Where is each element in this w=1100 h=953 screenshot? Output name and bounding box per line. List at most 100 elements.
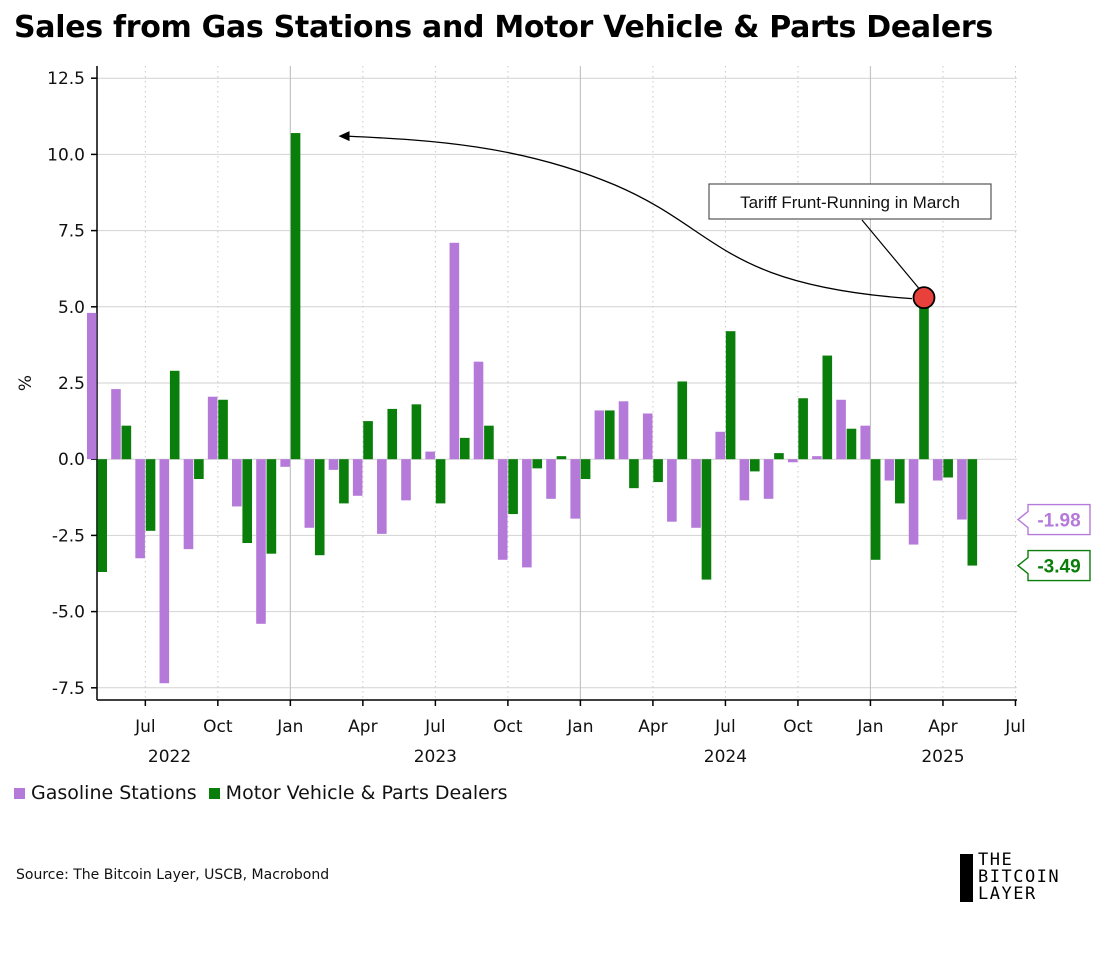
motor-bar [701, 459, 712, 580]
annotation-arrow [346, 135, 913, 300]
x-tick-label: Jul [1004, 717, 1026, 737]
motor-bar [242, 459, 253, 544]
motor-bar [484, 425, 494, 460]
logo-bar [960, 854, 973, 902]
gasoline-bar [401, 459, 411, 501]
gasoline-bar [87, 312, 97, 460]
motor-bar [580, 459, 591, 480]
motor-bar [774, 453, 784, 460]
motor-bar [895, 459, 905, 504]
gasoline-bar [207, 396, 218, 460]
annotation-text: Tariff Frunt-Running in March [740, 193, 960, 212]
gasoline-bar [522, 459, 532, 568]
motor-bar [870, 459, 881, 560]
x-tick-label: Jan [856, 717, 883, 737]
x-tick-label: Jan [566, 717, 593, 737]
source-note: Source: The Bitcoin Layer, USCB, Macrobo… [16, 867, 330, 883]
gasoline-bar [546, 459, 556, 499]
motor-bar [919, 297, 929, 460]
motor-bar [725, 331, 736, 460]
gasoline-bar [497, 459, 508, 560]
gasoline-bar [932, 459, 943, 481]
motor-bar [411, 404, 422, 460]
y-tick-label: -7.5 [52, 679, 85, 699]
motor-bar [749, 459, 760, 472]
y-tick-label: 5.0 [58, 298, 85, 318]
motor-bar [508, 459, 518, 515]
gasoline-bar [183, 459, 194, 550]
gasoline-bar [642, 413, 653, 460]
motor-bar [218, 399, 228, 460]
legend-label-gasoline: Gasoline Stations [31, 782, 197, 804]
x-tick-label: Apr [348, 717, 377, 737]
motor-bar [798, 398, 808, 460]
gasoline-bar [860, 425, 871, 460]
legend-item-gasoline: Gasoline Stations [14, 782, 197, 804]
x-tick-label: Jan [276, 717, 303, 737]
end-label-box-motor [1016, 549, 1091, 582]
motor-bar [943, 459, 953, 478]
x-tick-label: Oct [783, 717, 813, 737]
gasoline-bar [884, 459, 895, 481]
gasoline-bar [812, 456, 822, 460]
motor-bar [363, 421, 373, 460]
x-year-label: 2022 [148, 747, 191, 767]
motor-bar [604, 410, 615, 460]
x-tick-label: Jul [714, 717, 736, 737]
gasoline-bar [570, 459, 580, 519]
motor-bar [653, 459, 663, 483]
gasoline-bar [449, 242, 460, 460]
y-tick-label: 7.5 [58, 222, 85, 242]
motor-bar [677, 381, 688, 460]
motor-bar [459, 437, 470, 460]
motor-bar [846, 428, 857, 460]
x-tick-label: Jul [424, 717, 446, 737]
gasoline-bar [715, 431, 726, 460]
motor-bar [121, 425, 132, 460]
gasoline-bar [667, 459, 677, 522]
annotation-box [708, 183, 992, 220]
motor-bar [194, 459, 204, 480]
gasoline-bar [111, 389, 121, 460]
end-label-motor: -3.49 [1037, 557, 1080, 578]
motor-bar [145, 459, 156, 531]
gasoline-bar [135, 459, 145, 559]
logo-line-2: BITCOIN [978, 867, 1061, 887]
gasoline-bar [232, 459, 242, 507]
x-year-label: 2023 [414, 747, 457, 767]
y-tick-label: 12.5 [47, 69, 85, 89]
end-label-gasoline: -1.98 [1037, 511, 1080, 532]
gasoline-bar [594, 410, 605, 460]
gasoline-bar [787, 459, 798, 463]
legend-swatch-motor [208, 787, 220, 799]
y-tick-label: -5.0 [52, 603, 85, 623]
gasoline-bar [328, 459, 339, 470]
annotation-leader [861, 219, 921, 291]
gasoline-bar [304, 459, 315, 528]
gasoline-bar [836, 399, 846, 460]
gasoline-bar [256, 459, 266, 624]
motor-bar [629, 459, 639, 489]
logo-line-3: LAYER [978, 884, 1037, 904]
legend-swatch-gasoline [14, 787, 25, 799]
motor-bar [314, 459, 325, 556]
gasoline-bar [739, 459, 750, 501]
gasoline-bar [691, 459, 701, 528]
motor-bar [822, 355, 833, 460]
x-tick-label: Apr [638, 717, 667, 737]
motor-bar [532, 459, 543, 469]
gasoline-bar [473, 361, 484, 460]
motor-bar [435, 459, 446, 504]
gasoline-bar [618, 401, 629, 460]
motor-bar [290, 133, 301, 460]
gasoline-bar [957, 459, 967, 520]
gasoline-bar [763, 459, 774, 499]
y-tick-label: 10.0 [47, 145, 85, 165]
motor-bar [97, 459, 107, 572]
motor-bar [556, 456, 567, 460]
legend: Gasoline Stations Motor Vehicle & Parts … [14, 782, 520, 804]
x-year-label: 2025 [921, 747, 964, 767]
gasoline-bar [352, 459, 363, 496]
y-tick-label: 2.5 [58, 374, 85, 394]
motor-bar [967, 459, 978, 566]
